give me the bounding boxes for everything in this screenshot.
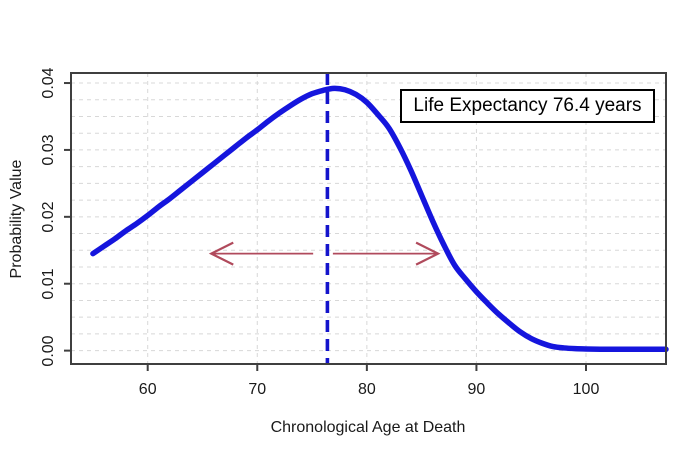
x-tick-label: 60: [138, 381, 157, 398]
spread-arrow-right-head: [415, 241, 441, 266]
legend-label: Life Expectancy 76.4 years: [413, 95, 642, 116]
x-tick-label: 70: [248, 381, 267, 398]
y-axis-title: Probability Value: [8, 159, 25, 279]
y-tick-label: 0.00: [40, 335, 57, 367]
plot-box: [70, 72, 667, 365]
y-tick-label: 0.04: [40, 67, 57, 99]
y-tick-label: 0.03: [40, 134, 57, 166]
y-tick-label: 0.01: [40, 268, 57, 300]
spread-arrow-left-head: [208, 241, 234, 266]
legend-box: Life Expectancy 76.4 years: [400, 89, 655, 123]
y-tick-label: 0.02: [40, 201, 57, 233]
x-tick-label: 100: [572, 381, 600, 398]
x-tick-label: 90: [467, 381, 486, 398]
x-axis-title: Chronological Age at Death: [270, 419, 466, 436]
x-tick-label: 80: [357, 381, 376, 398]
density-curve: [90, 85, 669, 353]
